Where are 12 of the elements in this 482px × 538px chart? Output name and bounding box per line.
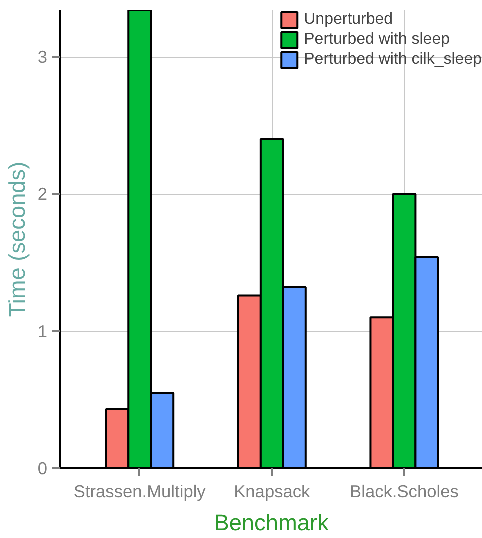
x-tick-label: Knapsack [234, 482, 311, 502]
y-tick-label: 3 [38, 47, 48, 68]
x-tick-label: Strassen.Multiply [74, 482, 206, 502]
x-tick-label: Black.Scholes [350, 482, 460, 502]
legend-label: Perturbed with sleep [304, 31, 450, 49]
x-axis-title: Benchmark [214, 510, 330, 536]
y-tick-label: 2 [38, 184, 48, 204]
legend-label: Unperturbed [304, 11, 394, 29]
y-axis-title: Time (seconds) [4, 162, 30, 318]
y-tick-label: 0 [38, 458, 48, 478]
legend-label: Perturbed with cilk_sleep [304, 51, 482, 69]
y-tick-label: 1 [38, 321, 48, 342]
